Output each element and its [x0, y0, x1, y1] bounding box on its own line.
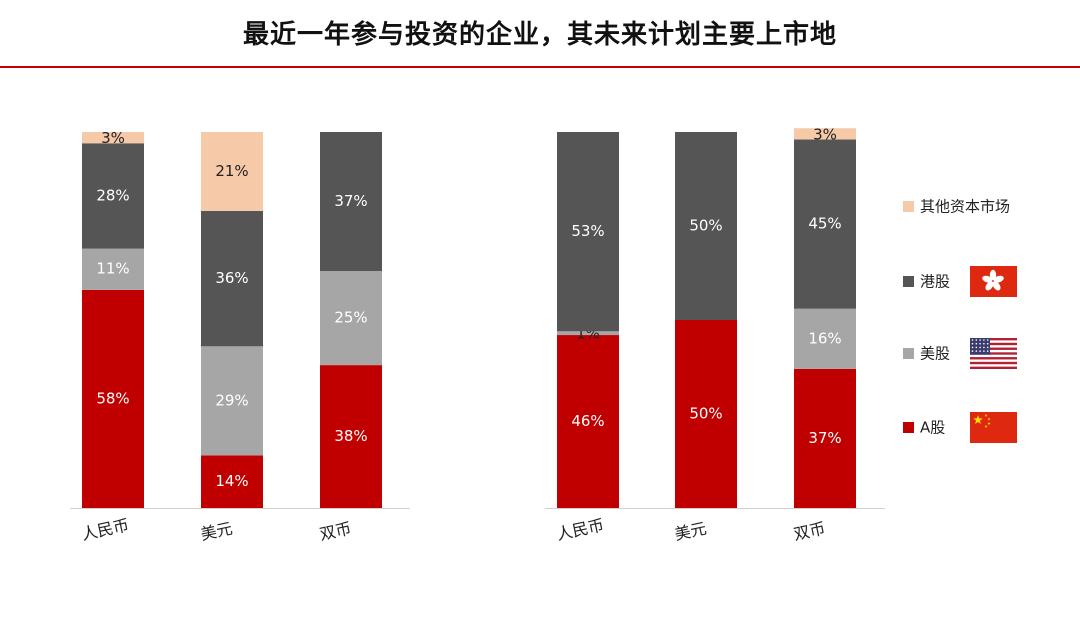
- legend-swatch: [903, 201, 914, 212]
- bar-segment-A股: [320, 365, 382, 508]
- title-rule: [0, 66, 1080, 68]
- bar-segment-美股: [794, 308, 856, 369]
- data-label: 58%: [96, 389, 129, 407]
- legend-item: 美股: [903, 338, 1017, 369]
- bar-segment-港股: [201, 210, 263, 347]
- legend-item: 其他资本市场: [903, 198, 1010, 216]
- bar-segment-A股: [794, 368, 856, 508]
- data-label: 25%: [334, 309, 367, 327]
- legend-swatch: [903, 422, 914, 433]
- data-label: 29%: [215, 391, 248, 409]
- bar-segment-A股: [82, 289, 144, 508]
- chart-title: 最近一年参与投资的企业，其未来计划主要上市地: [242, 20, 837, 50]
- bar-segment-港股: [557, 132, 619, 332]
- data-label: 37%: [334, 192, 367, 210]
- category-label: 美元: [673, 519, 708, 544]
- data-label: 14%: [215, 472, 248, 490]
- data-label: 45%: [808, 215, 841, 233]
- legend-label: 美股: [920, 345, 950, 363]
- legend-swatch: [903, 348, 914, 359]
- bar-segment-其他资本市场: [794, 128, 856, 140]
- bar-segment-美股: [320, 271, 382, 366]
- bar-segment-A股: [557, 335, 619, 508]
- data-label: 36%: [215, 269, 248, 287]
- data-label: 3%: [101, 129, 125, 147]
- data-label: 11%: [96, 260, 129, 278]
- legend-item: 港股: [903, 266, 1017, 297]
- category-label: 双币: [792, 519, 827, 544]
- data-label: 16%: [808, 329, 841, 347]
- bar-segment-美股: [82, 248, 144, 290]
- category-label: 美元: [199, 519, 234, 544]
- legend-item: A股: [903, 412, 1017, 443]
- hk-flag-icon: [970, 266, 1017, 297]
- legend-swatch: [903, 276, 914, 287]
- data-label: 3%: [813, 125, 837, 143]
- data-label: 50%: [689, 217, 722, 235]
- data-label: 21%: [215, 162, 248, 180]
- bar-segment-港股: [794, 139, 856, 309]
- bar-segment-港股: [675, 132, 737, 320]
- category-label: 人民币: [555, 515, 606, 544]
- cn-flag-icon: [970, 412, 1017, 443]
- data-label: 53%: [571, 222, 604, 240]
- bar-segment-港股: [82, 143, 144, 249]
- data-label: 46%: [571, 412, 604, 430]
- bar-segment-A股: [201, 455, 263, 508]
- us-flag-icon: [970, 338, 1017, 369]
- data-label: 37%: [808, 429, 841, 447]
- data-label: 28%: [96, 186, 129, 204]
- data-label: 50%: [689, 405, 722, 423]
- data-label: 38%: [334, 427, 367, 445]
- legend-label: 港股: [920, 273, 950, 291]
- category-label: 人民币: [80, 515, 131, 544]
- bar-segment-美股: [201, 346, 263, 456]
- legend-label: A股: [920, 419, 945, 437]
- bar-segment-美股: [557, 331, 619, 336]
- bar-segment-港股: [320, 132, 382, 272]
- bar-segment-其他资本市场: [82, 132, 144, 144]
- category-label: 双币: [318, 519, 353, 544]
- bar-segment-其他资本市场: [201, 132, 263, 211]
- legend-label: 其他资本市场: [920, 198, 1010, 216]
- chart-1: 58% 11% 28% 3% 人民币 14% 29% 36% 21% 美元 38% 25% 37% 双币: [70, 129, 410, 544]
- bar-segment-A股: [675, 320, 737, 508]
